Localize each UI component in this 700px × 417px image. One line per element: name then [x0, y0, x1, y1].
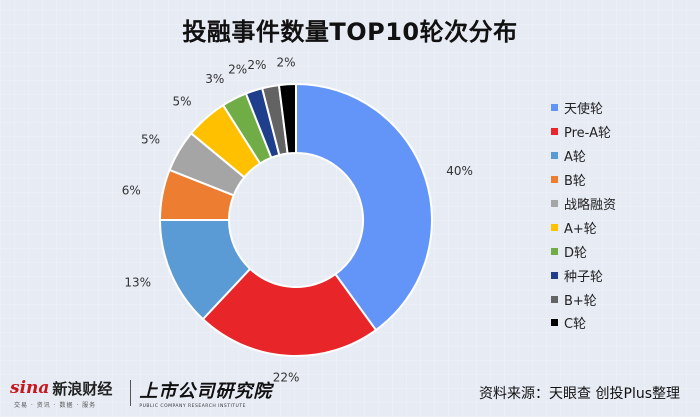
chart-title: 投融事件数量TOP10轮次分布 — [182, 18, 518, 46]
legend-item-2: A轮 — [551, 144, 616, 168]
slice-label-5: 5% — [172, 94, 191, 108]
legend-item-1: Pre-A轮 — [551, 120, 616, 144]
sina-name: 新浪财经 — [52, 379, 113, 398]
slice-9 — [277, 82, 297, 155]
legend-item-9: C轮 — [551, 311, 616, 335]
legend-item-8: B+轮 — [551, 287, 616, 311]
footer-logos: sina 新浪财经 交易 · 资讯 · 数据 · 服务 上市公司研究院 PUBL… — [10, 377, 272, 409]
chart-legend: 天使轮 Pre-A轮 A轮 B轮战略融资 A+轮 D轮种子轮 B+轮 C轮 — [551, 96, 616, 335]
slice-1 — [201, 267, 378, 357]
legend-swatch-4 — [551, 200, 558, 207]
slice-label-3: 6% — [122, 183, 141, 197]
legend-swatch-5 — [551, 223, 558, 231]
sina-finance-logo: sina 新浪财经 交易 · 资讯 · 数据 · 服务 — [10, 378, 112, 409]
slice-label-0: 40% — [446, 164, 473, 178]
logo-divider — [130, 380, 132, 406]
slice-label-2: 13% — [124, 276, 151, 290]
slice-label-9: 2% — [277, 55, 296, 69]
sina-wordmark: sina — [10, 378, 50, 398]
donut-slices — [158, 82, 433, 357]
slice-label-1: 22% — [273, 371, 300, 385]
legend-label-8: B+轮 — [564, 293, 597, 309]
legend-label-3: B轮 — [564, 174, 586, 190]
legend-label-2: A轮 — [564, 150, 586, 166]
legend-item-3: B轮 — [551, 168, 616, 192]
research-institute-tagline: PUBLIC COMPANY RESEARCH INSTITUTE — [139, 404, 246, 409]
slice-label-7: 2% — [228, 63, 247, 77]
legend-label-0: 天使轮 — [564, 102, 604, 118]
legend-swatch-8 — [551, 295, 558, 303]
legend-item-5: A+轮 — [551, 215, 616, 239]
slice-label-6: 3% — [205, 72, 224, 86]
legend-label-5: A+轮 — [564, 221, 597, 237]
legend-swatch-1 — [551, 128, 558, 136]
legend-swatch-7 — [551, 271, 558, 279]
data-source-note: 资料来源：天眼查 创投Plus整理 — [479, 386, 680, 402]
legend-label-6: D轮 — [564, 245, 588, 261]
research-institute-logo: 上市公司研究院 PUBLIC COMPANY RESEARCH INSTITUT… — [139, 377, 272, 409]
legend-swatch-2 — [551, 152, 558, 160]
legend-swatch-0 — [551, 104, 558, 112]
sina-tagline: 交易 · 资讯 · 数据 · 服务 — [14, 401, 97, 409]
legend-item-6: D轮 — [551, 239, 616, 263]
legend-swatch-3 — [551, 176, 558, 184]
legend-item-0: 天使轮 — [551, 96, 616, 120]
donut-labels: 40%22%13%6%5%5%3%2% 2% 2% — [122, 55, 473, 384]
legend-label-4: 战略融资 — [564, 198, 617, 213]
legend-label-9: C轮 — [564, 317, 587, 333]
slice-0 — [295, 82, 433, 332]
slice-label-4: 5% — [141, 133, 160, 147]
legend-label-1: Pre-A轮 — [564, 126, 611, 142]
legend-item-7: 种子轮 — [551, 263, 616, 287]
slice-label-8: 2% — [247, 58, 266, 72]
legend-item-4: 战略融资 — [551, 192, 616, 216]
legend-swatch-9 — [551, 319, 558, 327]
legend-label-7: 种子轮 — [564, 269, 604, 285]
legend-swatch-6 — [551, 247, 558, 255]
research-institute-name: 上市公司研究院 — [139, 381, 273, 402]
